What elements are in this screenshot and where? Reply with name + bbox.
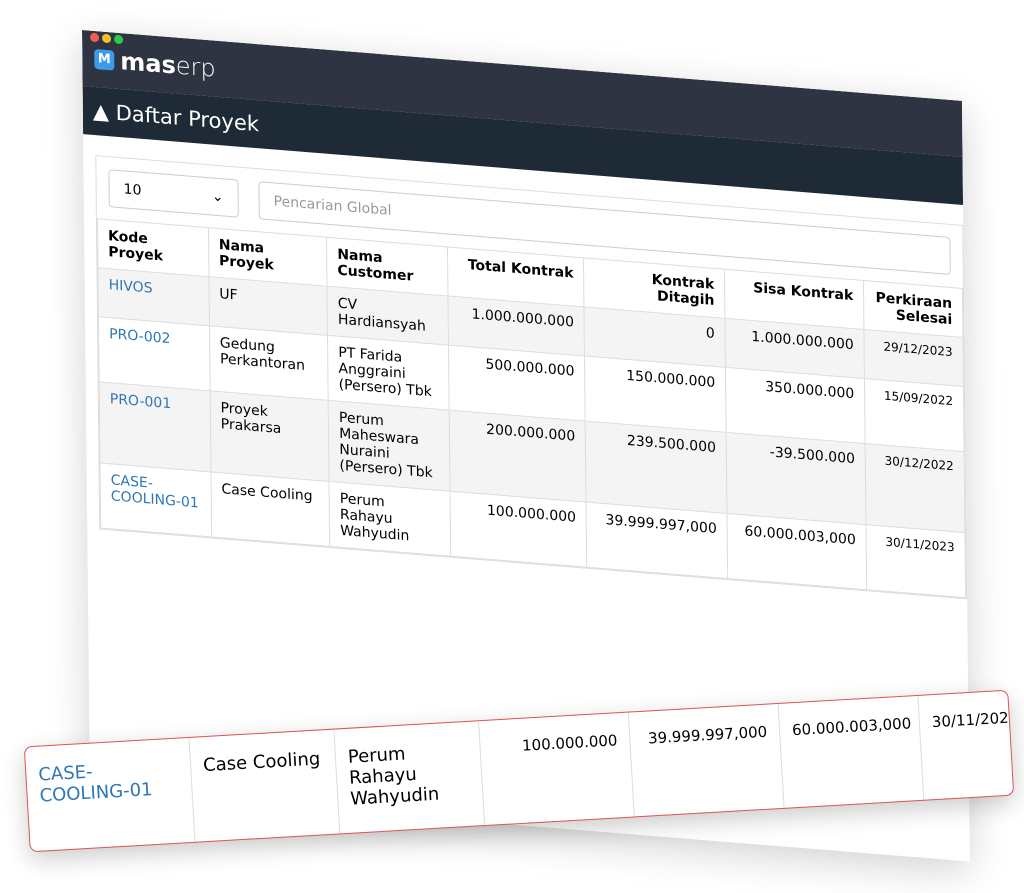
cell: 30/11/2023 xyxy=(866,524,966,598)
cell: -39.500.000 xyxy=(726,432,867,525)
cell: 15/09/2022 xyxy=(864,378,965,452)
cell: Case Cooling xyxy=(189,729,341,842)
brand-bold: mas xyxy=(120,47,176,80)
cell: 29/12/2023 xyxy=(864,329,964,387)
cell: 30/11/2023 xyxy=(918,690,1014,800)
cell: PT Farida Anggraini (Persero) Tbk xyxy=(327,335,449,411)
project-code-link[interactable]: CASE-COOLING-01 xyxy=(100,462,212,537)
brand-icon: M xyxy=(94,48,115,71)
cell: 100.000.000 xyxy=(449,491,588,568)
project-code-link[interactable]: PRO-002 xyxy=(98,316,210,391)
project-code-link[interactable]: PRO-001 xyxy=(99,381,211,472)
cell: 100.000.000 xyxy=(479,712,635,826)
cell: Gedung Perkantoran xyxy=(209,325,329,401)
cell: 500.000.000 xyxy=(447,344,586,422)
table-card: 10 ⌄ Pencarian Global Kode Proyek Nama Pro… xyxy=(95,155,968,600)
cell: Proyek Prakarsa xyxy=(209,390,330,482)
cell: 350.000.000 xyxy=(725,367,866,444)
cell: Perum Rahayu Wahyudin xyxy=(334,721,486,834)
cell: 39.999.997,000 xyxy=(586,502,728,579)
project-code-link[interactable]: HIVOS xyxy=(97,267,210,326)
page-size: 10 xyxy=(123,181,142,199)
cell: Perum Maheswara Nuraini (Persero) Tbk xyxy=(328,400,450,492)
page-size-select[interactable]: 10 ⌄ xyxy=(108,169,239,218)
window-dot xyxy=(114,34,124,45)
cell: 60.000.003,000 xyxy=(778,695,925,808)
brand-light: erp xyxy=(175,51,216,83)
cell: 39.999.997,000 xyxy=(628,703,785,817)
cell: 239.500.000 xyxy=(585,421,728,514)
cell: 60.000.003,000 xyxy=(727,513,867,590)
cell: 200.000.000 xyxy=(448,410,587,503)
page-title: Daftar Proyek xyxy=(115,100,260,137)
search-placeholder: Pencarian Global xyxy=(273,193,392,219)
window-dots xyxy=(90,30,126,49)
window-dot xyxy=(90,32,100,43)
cell: Perum Rahayu Wahyudin xyxy=(329,481,451,557)
cell: Case Cooling xyxy=(210,471,330,547)
window-dot xyxy=(102,33,112,44)
column-header[interactable]: Perkiraan Selesai xyxy=(863,280,963,338)
cell: 30/12/2022 xyxy=(865,443,965,533)
project-code-link[interactable]: CASE-COOLING-01 xyxy=(24,737,196,852)
cell: 150.000.000 xyxy=(584,356,727,433)
column-header[interactable]: Kode Proyek xyxy=(97,218,209,277)
